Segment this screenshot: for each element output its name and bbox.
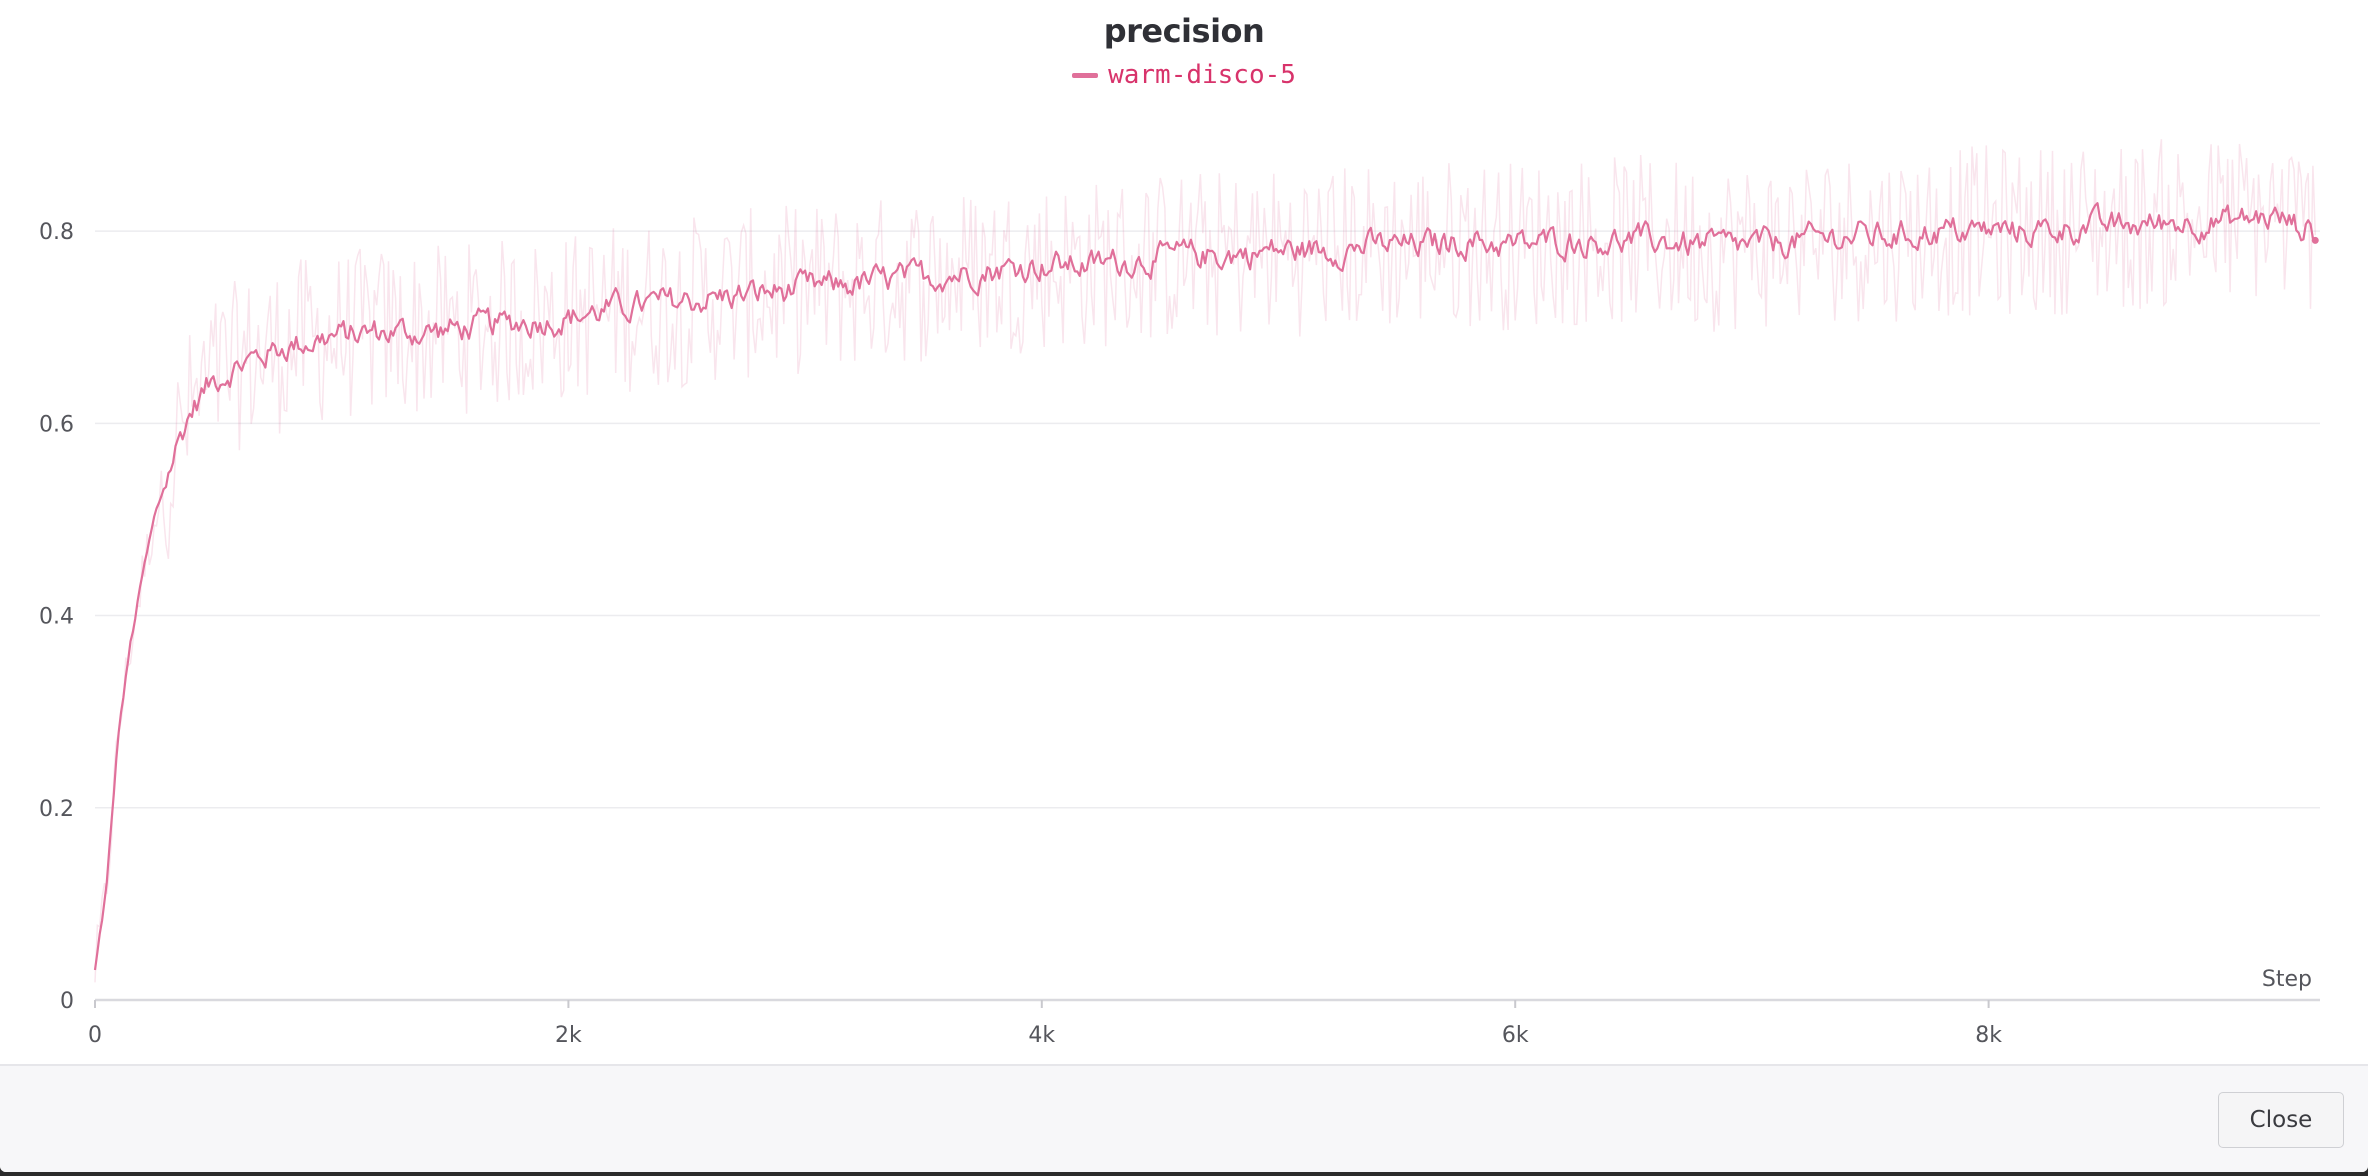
modal-footer: Close [0, 1064, 2368, 1172]
series-line-warm-disco-5 [93, 202, 2317, 971]
axes [94, 998, 2320, 1008]
legend-label: warm-disco-5 [1108, 60, 1296, 90]
x-tick-label: 0 [88, 1023, 102, 1048]
x-tick-label: 8k [1975, 1023, 2002, 1048]
series-raw-line [94, 139, 2317, 983]
y-tick-label: 0.2 [39, 797, 74, 822]
chart-legend: warm-disco-5 [0, 60, 2368, 90]
tick-labels: 0 0.2 0.4 0.6 0.8 0 2k 4k 6k 8k Step [39, 220, 2312, 1048]
x-tick-label: 6k [1502, 1023, 1529, 1048]
y-tick-label: 0.6 [39, 412, 74, 437]
x-axis-title: Step [2262, 967, 2312, 992]
chart-title: precision [1103, 12, 1265, 50]
line-chart: 0 0.2 0.4 0.6 0.8 0 2k 4k 6k 8k Step [39, 139, 2320, 1048]
y-tick-label: 0 [60, 989, 74, 1014]
x-tick-label: 4k [1028, 1023, 1055, 1048]
series-layer [93, 139, 2319, 983]
x-tick-label: 2k [555, 1023, 582, 1048]
legend-swatch [1072, 72, 1099, 78]
y-tick-label: 0.8 [39, 220, 74, 245]
y-tick-label: 0.4 [39, 605, 74, 630]
series-end-point [2311, 236, 2319, 244]
close-button[interactable]: Close [2218, 1092, 2344, 1148]
grid-lines [95, 230, 2320, 809]
